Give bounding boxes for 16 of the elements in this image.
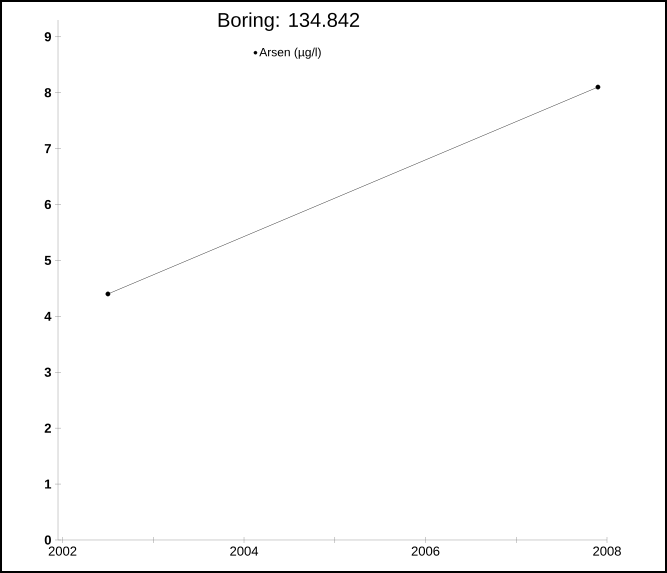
chart-title: Boring: 134.842 xyxy=(218,12,360,31)
y-tick-label: 1 xyxy=(45,480,52,489)
y-tick-label: 4 xyxy=(44,312,52,321)
y-tick-label: 5 xyxy=(44,256,52,265)
legend-label: Arsen (µg/l) xyxy=(259,48,321,59)
y-tick-label: 3 xyxy=(44,368,52,377)
y-tick-label: 7 xyxy=(44,144,51,154)
y-tick-label: 6 xyxy=(44,200,52,210)
x-tick-label: 2002 xyxy=(48,546,76,556)
y-tick-label: 8 xyxy=(44,88,52,98)
x-tick-label: 2004 xyxy=(230,546,258,556)
x-tick-label: 2008 xyxy=(593,546,621,556)
y-tick-label: 0 xyxy=(44,535,51,545)
y-tick-label: 9 xyxy=(44,32,51,42)
y-tick-label: 2 xyxy=(44,424,51,433)
x-tick-label: 2006 xyxy=(412,546,440,556)
